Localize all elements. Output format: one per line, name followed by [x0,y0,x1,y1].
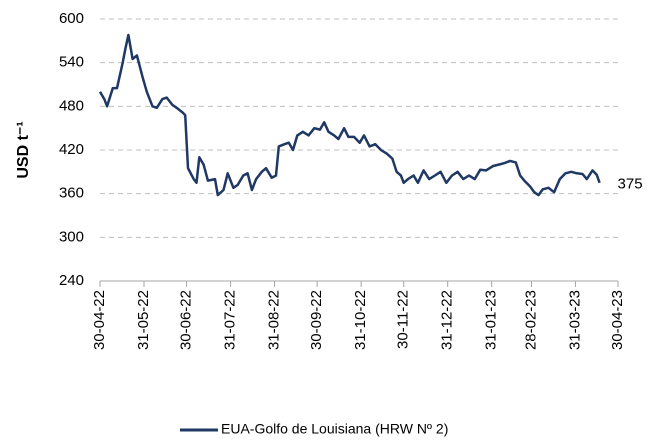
x-tick-label: 28-02-23 [522,290,539,350]
y-axis-label: USD t⁻¹ [15,121,32,178]
y-tick-label: 540 [59,54,84,71]
line [98,33,601,197]
x-tick-label: 31-08-22 [266,290,283,350]
y-tick-label: 240 [59,272,84,289]
x-tick-label: 31-07-22 [222,290,239,350]
x-tick-label: 30-11-22 [395,290,412,349]
x-tick-label: 31-10-22 [352,290,369,350]
x-tick-label: 31-05-22 [135,290,152,350]
y-tick-label: 360 [59,185,84,202]
y-tick-label: 300 [59,228,84,245]
x-tick-label: 31-01-23 [483,290,500,350]
x-tick-label: 30-04-22 [91,290,108,350]
y-tick-label: 480 [59,97,84,114]
x-tick-label: 30-04-23 [609,290,626,350]
y-tick-label: 420 [59,141,84,158]
x-tick-label: 30-06-22 [178,290,195,350]
annotation: 375 [618,176,643,193]
x-tick-label: 31-03-23 [566,290,583,350]
x-tick-label: 30-09-22 [308,290,325,350]
legend-label: EUA-Golfo de Louisiana (HRW Nº 2) [221,421,448,437]
x-tick-label: 31-12-22 [439,290,456,350]
y-tick-label: 600 [59,10,84,27]
